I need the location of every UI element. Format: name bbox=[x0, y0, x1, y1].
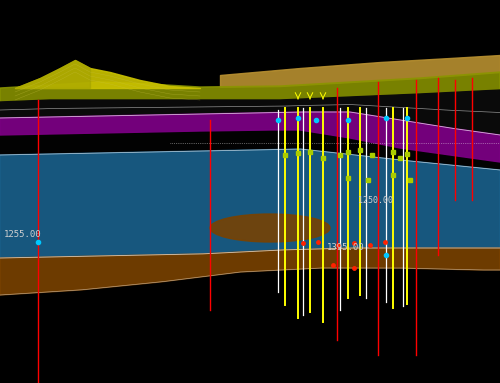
Text: 1255.00: 1255.00 bbox=[4, 230, 42, 239]
Ellipse shape bbox=[210, 214, 330, 242]
Text: 1250.00: 1250.00 bbox=[358, 196, 393, 205]
Text: 1395.00: 1395.00 bbox=[327, 243, 364, 252]
